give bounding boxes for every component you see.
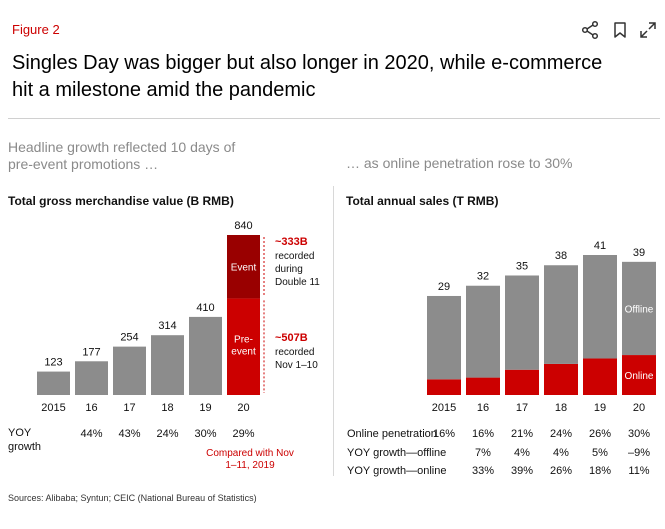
yoy-growth-label: YOY growth — [8, 427, 42, 453]
gmv-value-label: 840 — [234, 220, 252, 232]
sales-x-tick-label: 20 — [633, 402, 645, 414]
gmv-value-label: 410 — [196, 302, 214, 314]
sales-x-tick-label: 19 — [594, 402, 606, 414]
gmv-bar-event — [227, 235, 260, 299]
figure-title: Singles Day was bigger but also longer i… — [12, 52, 603, 101]
sales-bar-offline — [427, 295, 461, 380]
sales-row-value: 33% — [472, 465, 494, 477]
sales-row-value: 39% — [511, 465, 533, 477]
sales-row-label: YOY growth—online — [347, 465, 446, 477]
gmv-yoy-growth-value: 29% — [232, 428, 254, 440]
sales-bar-online — [544, 363, 578, 395]
title-divider — [8, 118, 660, 119]
sales-row-value: 4% — [514, 447, 530, 459]
sales-row-value: 18% — [589, 465, 611, 477]
gmv-x-tick-label: 2015 — [41, 402, 65, 414]
sales-bar-offline — [622, 261, 656, 356]
sales-value-label: 39 — [633, 247, 645, 259]
gmv-bar — [113, 346, 146, 395]
gmv-x-tick-label: 19 — [199, 402, 211, 414]
sales-row-value: 11% — [628, 465, 649, 477]
sales-row-value: –9% — [628, 447, 650, 459]
sales-x-tick-label: 18 — [555, 402, 567, 414]
gmv-value-label: 123 — [44, 357, 62, 369]
sales-row-value: 26% — [589, 428, 611, 440]
sales-bar-online — [466, 377, 500, 395]
sales-x-tick-label: 16 — [477, 402, 489, 414]
sales-row-value: 4% — [553, 447, 569, 459]
gmv-pre-event-label-2: event — [231, 347, 256, 358]
sales-bar-online — [505, 369, 539, 395]
sales-bar-offline — [466, 285, 500, 378]
share-icon[interactable] — [580, 20, 600, 40]
sales-x-tick-label: 17 — [516, 402, 528, 414]
right-subhead: … as online penetration rose to 30% — [346, 155, 573, 171]
gmv-yoy-growth-value: 24% — [156, 428, 178, 440]
sales-value-label: 35 — [516, 260, 528, 272]
gmv-x-tick-label: 17 — [123, 402, 135, 414]
figure-label: Figure 2 — [12, 22, 60, 37]
sales-value-label: 29 — [438, 281, 450, 293]
sales-row-value: 7% — [475, 447, 491, 459]
sales-value-label: 41 — [594, 240, 606, 252]
gmv-event-label: Event — [231, 263, 257, 274]
sales-bar-online — [583, 358, 617, 395]
left-chart-title: Total gross merchandise value (B RMB) — [8, 194, 234, 208]
offline-series-label: Offline — [625, 304, 654, 315]
gmv-bar — [75, 361, 108, 395]
bookmark-icon[interactable] — [610, 20, 630, 40]
sales-bar-online — [622, 355, 656, 395]
gmv-yoy-growth-value: 44% — [80, 428, 102, 440]
sales-row-value: 21% — [511, 428, 533, 440]
sales-x-tick-label: 2015 — [432, 402, 456, 414]
gmv-x-tick-label: 20 — [237, 402, 249, 414]
right-chart-title: Total annual sales (T RMB) — [346, 194, 499, 208]
gmv-value-label: 177 — [82, 346, 100, 358]
pre-event-annotation-text: recorded Nov 1–10 — [275, 347, 318, 371]
sales-bar-offline — [505, 275, 539, 370]
sales-row-value: 16% — [433, 428, 455, 440]
gmv-value-label: 314 — [158, 320, 176, 332]
gmv-pre-event-label-1: Pre- — [234, 335, 253, 346]
compare-note: Compared with Nov 1–11, 2019 — [206, 448, 294, 471]
sales-row-value: 5% — [592, 447, 608, 459]
sales-bar-offline — [544, 265, 578, 364]
gmv-bar — [37, 371, 70, 395]
sales-value-label: 32 — [477, 271, 489, 283]
online-series-label: Online — [625, 371, 654, 382]
left-subhead: Headline growth reflected 10 days of pre… — [8, 139, 236, 172]
sales-row-value: 24% — [550, 428, 572, 440]
sales-bar-offline — [583, 255, 617, 359]
event-annotation-value: ~333B — [275, 236, 308, 248]
gmv-bar — [151, 335, 184, 395]
expand-icon[interactable] — [638, 20, 658, 40]
sales-bar-online — [427, 379, 461, 395]
gmv-bar — [189, 316, 222, 395]
sales-row-value: 30% — [628, 428, 650, 440]
gmv-yoy-growth-value: 43% — [118, 428, 140, 440]
sales-row-label: YOY growth—offline — [347, 447, 446, 459]
gmv-value-label: 254 — [120, 332, 138, 344]
sales-value-label: 38 — [555, 250, 567, 262]
panel-divider — [333, 186, 334, 476]
gmv-x-tick-label: 16 — [85, 402, 97, 414]
gmv-bar-pre-event — [227, 298, 260, 395]
sales-row-value: 16% — [472, 428, 494, 440]
gmv-x-tick-label: 18 — [161, 402, 173, 414]
sources-note: Sources: Alibaba; Syntun; CEIC (National… — [8, 493, 257, 503]
sales-row-value: 26% — [550, 465, 572, 477]
pre-event-annotation-value: ~507B — [275, 332, 308, 344]
gmv-yoy-growth-value: 30% — [194, 428, 216, 440]
sales-row-label: Online penetration — [347, 428, 437, 440]
event-annotation-text: recorded during Double 11 — [275, 251, 320, 288]
